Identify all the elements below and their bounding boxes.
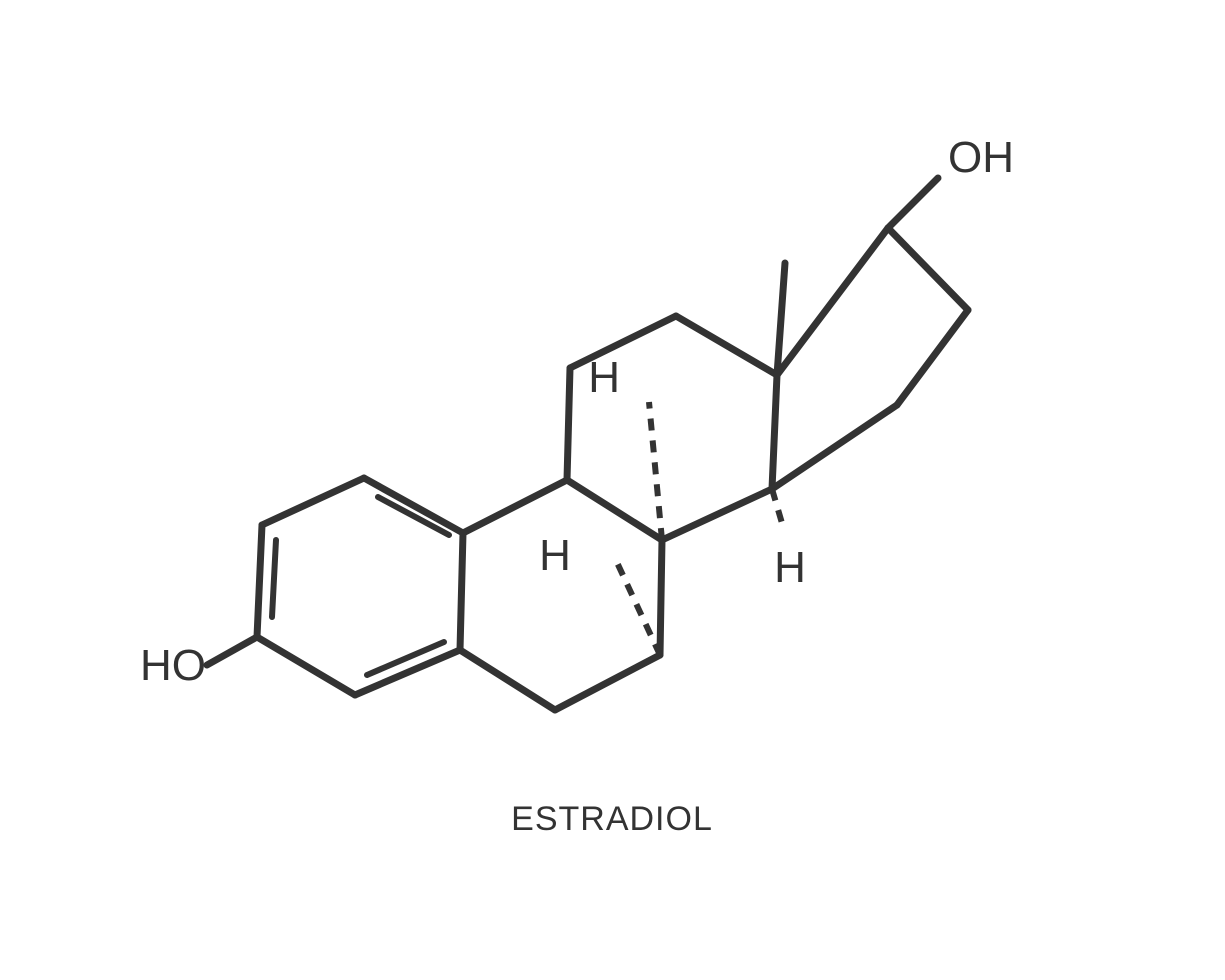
bond (567, 480, 662, 540)
molecule-caption: ESTRADIOL (511, 800, 713, 838)
bond (257, 525, 262, 637)
bond (262, 478, 364, 525)
bond (897, 310, 968, 405)
bond (272, 540, 276, 617)
estradiol-structure: HO OH H H H ESTRADIOL (0, 0, 1225, 980)
bond (567, 368, 570, 480)
atom-label: HO (140, 641, 206, 690)
bond (772, 375, 777, 489)
bond (676, 316, 777, 375)
bond (460, 650, 555, 710)
bond (888, 178, 938, 228)
bond (555, 655, 660, 710)
bond (777, 228, 888, 375)
bond (364, 478, 463, 533)
bond (662, 489, 772, 540)
atom-label: H (539, 531, 571, 580)
bond (257, 637, 355, 695)
bond (772, 489, 784, 530)
bond (888, 228, 968, 310)
bond (649, 402, 662, 540)
bond (660, 540, 662, 655)
bond (570, 316, 676, 368)
bond (772, 405, 897, 489)
bond (614, 556, 660, 655)
bond-layer (207, 178, 968, 710)
atom-label: H (774, 543, 806, 592)
atom-label: OH (948, 133, 1014, 182)
bond (207, 637, 257, 665)
atom-label: H (588, 353, 620, 402)
bond (463, 480, 567, 533)
bond (777, 263, 785, 375)
bond (460, 533, 463, 650)
